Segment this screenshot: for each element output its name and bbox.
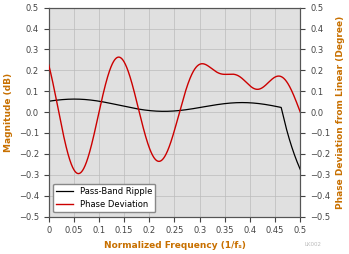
Y-axis label: Phase Deviation from Linear (Degree): Phase Deviation from Linear (Degree) [336, 15, 345, 209]
Y-axis label: Magnitude (dB): Magnitude (dB) [4, 73, 13, 152]
Legend: Pass-Band Ripple, Phase Deviation: Pass-Band Ripple, Phase Deviation [53, 184, 155, 212]
X-axis label: Normalized Frequency (1/fₛ): Normalized Frequency (1/fₛ) [104, 241, 245, 250]
Text: LK002: LK002 [304, 242, 321, 247]
